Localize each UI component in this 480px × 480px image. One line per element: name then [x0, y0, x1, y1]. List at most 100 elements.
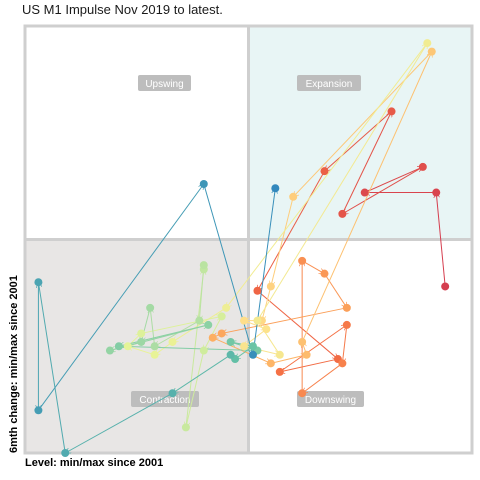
path-segment: [271, 196, 294, 287]
data-point: [262, 325, 271, 334]
label-expansion-text: Expansion: [306, 79, 353, 90]
data-point: [204, 320, 213, 329]
path-segment: [150, 308, 156, 347]
path-segment: [324, 273, 346, 308]
path-segment: [118, 345, 258, 350]
data-point: [423, 39, 432, 48]
path-segment: [301, 52, 432, 343]
path-segment: [173, 307, 227, 342]
data-point: [195, 316, 204, 325]
data-point: [34, 278, 43, 287]
data-point: [150, 342, 159, 351]
data-point: [338, 209, 347, 218]
quadrant-expansion: [248, 26, 472, 240]
data-point: [298, 337, 307, 346]
data-point: [123, 342, 132, 351]
quadrant-upswing: [25, 26, 249, 240]
path-segment: [280, 358, 339, 372]
data-point: [199, 179, 208, 188]
data-point: [146, 303, 155, 312]
path-segment: [302, 362, 343, 393]
data-point: [441, 282, 450, 291]
path-segment: [173, 354, 231, 393]
data-point: [222, 303, 231, 312]
path-segment: [203, 183, 253, 355]
data-point: [320, 269, 329, 278]
path-segment: [222, 307, 347, 334]
data-point: [248, 350, 257, 359]
path-segment: [270, 355, 307, 364]
series-paths: [38, 42, 446, 453]
data-point: [208, 333, 217, 342]
path-segment: [364, 167, 423, 193]
path-segment: [257, 170, 325, 291]
path-segment: [341, 111, 391, 215]
path-segment: [141, 316, 221, 334]
path-segment: [65, 392, 173, 453]
data-point: [150, 350, 159, 359]
data-point: [181, 423, 190, 432]
data-point: [240, 316, 249, 325]
data-point: [266, 282, 275, 291]
path-segment: [119, 324, 209, 346]
data-point: [298, 256, 307, 265]
data-point: [418, 162, 427, 171]
data-point: [217, 329, 226, 338]
data-point: [105, 346, 114, 355]
data-point: [34, 406, 43, 415]
data-point: [271, 184, 280, 193]
path-segment: [293, 51, 433, 197]
data-point: [387, 107, 396, 116]
data-point: [289, 192, 298, 201]
data-point: [360, 188, 369, 197]
data-point: [432, 188, 441, 197]
data-point: [342, 320, 351, 329]
data-point: [226, 337, 235, 346]
data-point: [199, 346, 208, 355]
path-segment: [257, 290, 337, 359]
data-point: [114, 342, 123, 351]
data-point: [275, 350, 284, 359]
data-point: [338, 359, 347, 368]
data-point: [217, 312, 226, 321]
plot-area: Upswing Expansion Contraction Downswing: [23, 24, 474, 457]
data-point: [298, 389, 307, 398]
label-downswing: Downswing: [297, 391, 364, 407]
label-upswing-text: Upswing: [145, 79, 183, 90]
label-upswing: Upswing: [138, 75, 191, 91]
chart-title: US M1 Impulse Nov 2019 to latest.: [22, 2, 223, 17]
data-point: [302, 350, 311, 359]
data-point: [253, 316, 262, 325]
plot-frame: [23, 24, 474, 455]
data-point: [275, 367, 284, 376]
data-point: [168, 337, 177, 346]
data-point: [253, 286, 262, 295]
x-axis-label: Level: min/max since 2001: [25, 457, 163, 469]
data-point: [61, 449, 70, 457]
y-axis-label: 6mth change: min/max since 2001: [8, 275, 20, 453]
path-segment: [342, 324, 348, 363]
data-point: [199, 261, 208, 270]
data-point: [248, 342, 257, 351]
path-segment: [301, 260, 324, 274]
data-point: [226, 350, 235, 359]
path-segment: [436, 193, 446, 287]
series-points: [34, 39, 450, 457]
quadrant-contraction: [25, 239, 249, 453]
path-segment: [38, 184, 203, 411]
label-contraction: Contraction: [131, 391, 199, 407]
label-downswing-text: Downswing: [305, 395, 356, 406]
path-segment: [226, 42, 428, 308]
path-segment: [199, 265, 205, 321]
data-point: [320, 167, 329, 176]
path-segment: [204, 316, 223, 350]
label-expansion: Expansion: [297, 75, 361, 91]
data-point: [168, 389, 177, 398]
data-point: [137, 337, 146, 346]
data-point: [266, 359, 275, 368]
quadrant-labels: Upswing Expansion Contraction Downswing: [131, 75, 364, 407]
data-point: [240, 342, 249, 351]
path-segment: [128, 346, 155, 356]
path-segment: [324, 111, 392, 171]
